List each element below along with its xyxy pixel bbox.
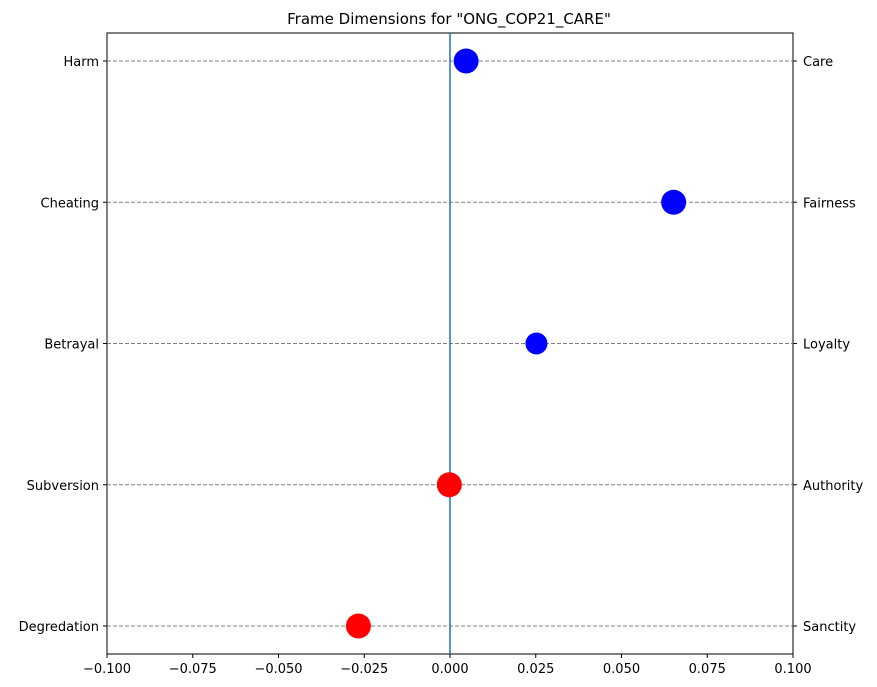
x-tick-label: −0.050 [254, 662, 302, 677]
data-point [661, 189, 687, 215]
y-right-tick-label: Authority [803, 479, 863, 494]
x-tick-label: 0.025 [517, 662, 554, 677]
x-tick-label: 0.050 [603, 662, 640, 677]
chart-title: Frame Dimensions for "ONG_COP21_CARE" [287, 10, 611, 29]
y-right-tick-label: Fairness [803, 196, 856, 211]
data-point [453, 48, 479, 74]
y-left-tick-label: Subversion [27, 479, 99, 494]
x-tick-label: −0.075 [169, 662, 217, 677]
y-right-tick-label: Loyalty [803, 338, 850, 353]
data-point [345, 613, 371, 639]
x-tick-label: 0.075 [689, 662, 726, 677]
data-point [436, 472, 462, 498]
x-tick-label: 0.000 [431, 662, 468, 677]
x-tick-label: 0.100 [774, 662, 811, 677]
y-right-tick-label: Sanctity [803, 620, 856, 635]
data-point [525, 332, 548, 355]
x-tick-label: −0.100 [83, 662, 131, 677]
y-right-tick-label: Care [803, 55, 833, 70]
x-tick-label: −0.025 [340, 662, 388, 677]
y-left-tick-label: Harm [63, 55, 99, 70]
y-left-tick-label: Cheating [41, 196, 99, 211]
y-left-tick-label: Degredation [19, 620, 99, 635]
y-left-tick-label: Betrayal [44, 338, 99, 353]
